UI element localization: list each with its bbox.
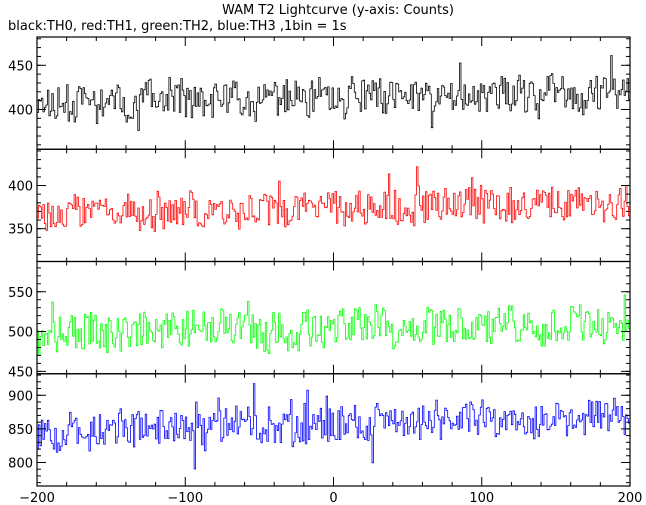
x-tick-label: −100 [167, 491, 203, 505]
y-tick-label: 400 [8, 103, 33, 118]
y-tick-label: 500 [8, 326, 33, 341]
y-tick-label: 550 [8, 286, 33, 301]
panel-TH2: 450 500 550 [8, 260, 631, 380]
y-tick-label: 450 [8, 365, 33, 380]
y-tick-label: 350 [8, 223, 33, 238]
series-line-TH0 [37, 55, 631, 131]
series-line-TH1 [37, 166, 631, 232]
panel-TH0: 400 450 [8, 36, 631, 150]
chart-title: WAM T2 Lightcurve (y-axis: Counts) [222, 3, 454, 18]
x-axis-tick-labels: −200 −100 0 100 200 [19, 491, 642, 505]
y-tick-label: 850 [8, 423, 33, 438]
y-tick-label: 800 [8, 456, 33, 471]
series-line-TH2 [37, 294, 631, 356]
panel-TH3: 800 850 900 [8, 373, 631, 487]
panel-TH1: 350 400 [8, 148, 631, 263]
x-tick-label: −200 [19, 491, 55, 505]
x-tick-label: 200 [618, 491, 643, 505]
x-tick-label: 100 [469, 491, 494, 505]
x-tick-label: 0 [329, 491, 337, 505]
y-tick-label: 900 [8, 389, 33, 404]
series-line-TH3 [37, 383, 631, 470]
y-tick-label: 450 [8, 59, 33, 74]
chart-legend-text: black:TH0, red:TH1, green:TH2, blue:TH3 … [8, 19, 347, 34]
panels-group: 400 450 350 400 450 500 550 800 850 900 [8, 36, 631, 487]
y-tick-label: 400 [8, 180, 33, 195]
